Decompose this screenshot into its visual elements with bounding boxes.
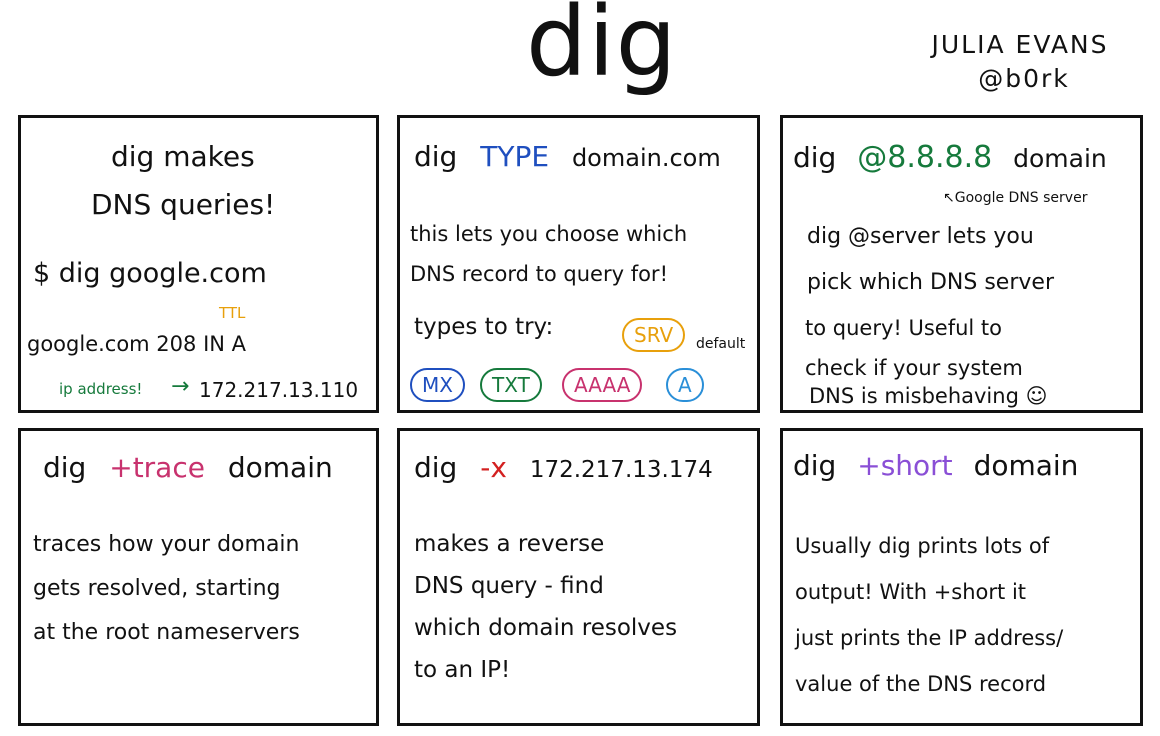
description-line: DNS is misbehaving ☺ [809,384,1048,408]
description-line: Usually dig prints lots of [795,534,1050,558]
description-line: pick which DNS server [807,270,1054,295]
type-cloud-aaaa: AAAA [562,368,643,402]
description-line: check if your system [805,356,1023,380]
ip-value: 172.217.13.110 [199,378,359,402]
type-cloud-srv: SRV [622,318,686,352]
description-line: at the root nameservers [33,620,300,645]
description: this lets you choose which DNS record to… [410,214,687,294]
type-cloud-a: A [666,368,704,402]
types-label: types to try: [414,314,554,340]
description-line: to query! Useful to [805,316,1002,340]
panel-dig-trace: dig +trace domain traces how your domain… [18,428,379,726]
panel-heading: dig @8.8.8.8 domain [793,140,1107,175]
description-line: DNS query - find [414,573,604,599]
command-argument: +short [857,449,953,482]
description-more: to query! Useful to check if your system [805,308,1023,388]
command-name: dig [43,451,87,484]
command-domain: domain [973,449,1079,482]
description: makes a reverse DNS query - find which d… [414,523,677,691]
panel-heading-line1: dig makes [111,140,255,173]
command-argument: -x [480,451,507,484]
description-line: just prints the IP address/ [795,626,1064,650]
default-label: default [696,336,746,352]
panel-heading: dig +short domain [793,449,1078,482]
description: Usually dig prints lots of output! With … [795,523,1063,707]
type-cloud-mx: MX [410,368,465,402]
panel-dig-reverse: dig -x 172.217.13.174 makes a reverse DN… [397,428,760,726]
panel-heading-line2: DNS queries! [91,188,276,221]
description-line: dig @server lets you [807,224,1034,249]
server-note: ↖Google DNS server [943,190,1088,206]
type-cloud-txt: TXT [480,368,542,402]
description-line: traces how your domain [33,532,300,557]
description-line: value of the DNS record [795,672,1047,696]
arrow-icon: → [171,374,190,399]
author-handle: @b0rk [978,64,1070,93]
panel-heading: dig TYPE domain.com [414,140,721,173]
description-line: DNS record to query for! [410,262,668,286]
command-argument: TYPE [480,140,550,173]
command-argument: @8.8.8.8 [857,140,993,175]
panel-dig-short: dig +short domain Usually dig prints lot… [780,428,1143,726]
panel-heading: dig +trace domain [43,451,333,484]
description-line: which domain resolves [414,615,678,641]
panel-dig-type: dig TYPE domain.com this lets you choose… [397,115,760,413]
command-example: $ dig google.com [33,258,267,289]
command-name: dig [793,449,837,482]
description-line: makes a reverse [414,531,605,557]
description: traces how your domain gets resolved, st… [33,523,300,655]
author-name: JULIA EVANS [931,30,1109,59]
command-name: dig [793,141,837,174]
description-line: to an IP! [414,657,511,683]
author-credit: JULIA EVANS @b0rk [920,28,1120,96]
command-domain: domain [1013,144,1107,173]
command-domain: 172.217.13.174 [529,457,713,483]
panel-heading: dig -x 172.217.13.174 [414,451,713,484]
description: dig @server lets you pick which DNS serv… [807,214,1054,306]
description-line: output! With +short it [795,580,1027,604]
command-name: dig [414,140,458,173]
command-name: dig [414,451,458,484]
command-argument: +trace [109,451,205,484]
answer-line: google.com 208 IN A [27,332,247,356]
description-line: gets resolved, starting [33,576,281,601]
panel-dig-intro: dig makes DNS queries! $ dig google.com … [18,115,379,413]
command-domain: domain [227,451,333,484]
page-title: dig [526,0,678,98]
description-line: this lets you choose which [410,222,688,246]
command-domain: domain.com [571,144,721,172]
ip-address-label: ip address! [59,380,143,398]
panel-dig-server: dig @8.8.8.8 domain ↖Google DNS server d… [780,115,1143,413]
ttl-label: TTL [219,304,246,322]
